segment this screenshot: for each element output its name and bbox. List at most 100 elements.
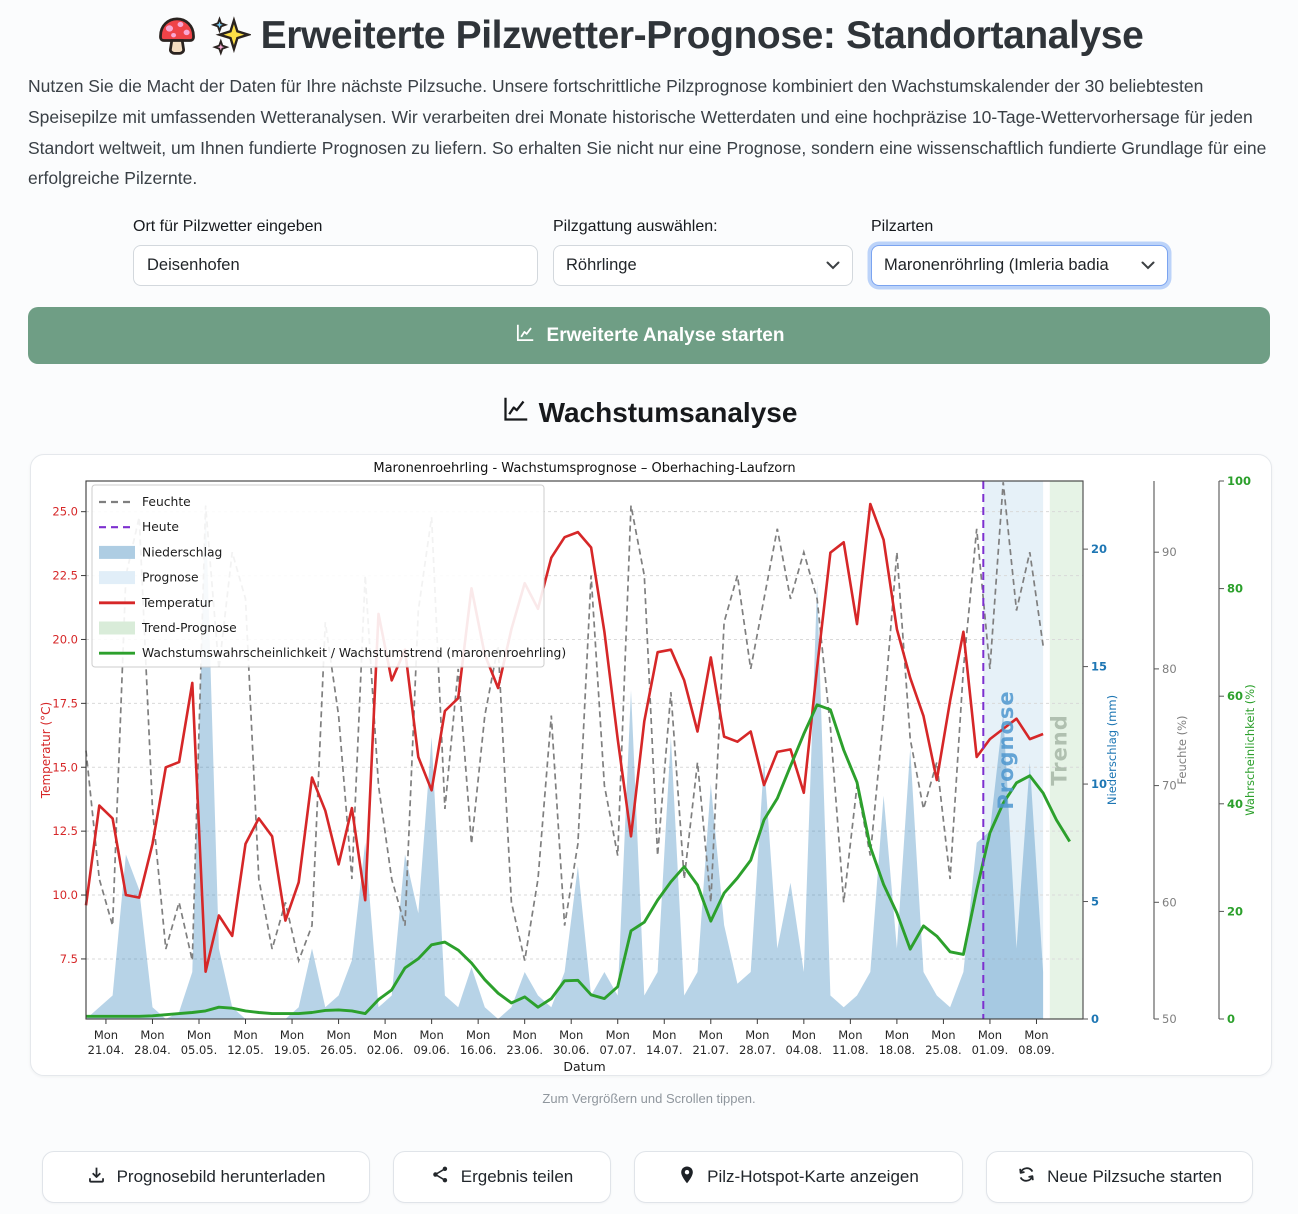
svg-text:18.08.: 18.08. <box>879 1043 916 1057</box>
svg-text:Mon: Mon <box>559 1028 583 1042</box>
svg-text:Maronenroehrling - Wachstumspr: Maronenroehrling - Wachstumsprognose – O… <box>373 461 795 476</box>
hotspot-map-button[interactable]: Pilz-Hotspot-Karte anzeigen <box>634 1151 963 1204</box>
section-title-text: Wachstumsanalyse <box>538 396 798 428</box>
svg-text:01.09.: 01.09. <box>972 1043 1009 1057</box>
svg-text:08.09.: 08.09. <box>1018 1043 1055 1057</box>
svg-text:09.06.: 09.06. <box>413 1043 450 1057</box>
mushroom-icon <box>155 14 199 58</box>
svg-text:Mon: Mon <box>373 1028 397 1042</box>
svg-text:Mon: Mon <box>978 1028 1002 1042</box>
search-form: Ort für Pilzwetter eingeben Pilzgattung … <box>133 218 1298 287</box>
analyze-button-label: Erweiterte Analyse starten <box>546 324 785 346</box>
svg-text:5: 5 <box>1091 895 1099 909</box>
svg-text:12.05.: 12.05. <box>227 1043 264 1057</box>
svg-text:25.08.: 25.08. <box>925 1043 962 1057</box>
svg-text:Mon: Mon <box>885 1028 909 1042</box>
species-field: Pilzarten Maronenröhrling (Imleria badia <box>871 218 1168 287</box>
svg-text:Mon: Mon <box>745 1028 769 1042</box>
svg-text:Niederschlag (mm): Niederschlag (mm) <box>1105 695 1119 805</box>
svg-text:Temperatur: Temperatur <box>141 596 214 610</box>
svg-text:Feuchte: Feuchte <box>142 495 191 509</box>
svg-text:Feuchte (%): Feuchte (%) <box>1175 716 1189 785</box>
svg-text:Mon: Mon <box>513 1028 537 1042</box>
svg-text:21.04.: 21.04. <box>88 1043 125 1057</box>
svg-text:40: 40 <box>1227 797 1243 811</box>
svg-text:04.08.: 04.08. <box>786 1043 823 1057</box>
location-label: Ort für Pilzwetter eingeben <box>133 218 323 236</box>
species-select[interactable]: Maronenröhrling (Imleria badia <box>871 245 1168 287</box>
svg-text:Mon: Mon <box>838 1028 862 1042</box>
svg-text:20: 20 <box>1091 542 1107 556</box>
svg-text:28.04.: 28.04. <box>134 1043 171 1057</box>
svg-text:20: 20 <box>1227 905 1243 919</box>
location-input[interactable] <box>133 245 538 287</box>
svg-text:Mon: Mon <box>931 1028 955 1042</box>
share-icon <box>431 1165 450 1189</box>
page: Erweiterte Pilzwetter-Prognose: Standort… <box>0 14 1298 1204</box>
svg-text:Wahrscheinlichkeit (%): Wahrscheinlichkeit (%) <box>1243 684 1257 815</box>
svg-text:26.05.: 26.05. <box>320 1043 357 1057</box>
svg-text:20.0: 20.0 <box>52 633 78 647</box>
species-label: Pilzarten <box>871 218 934 236</box>
svg-text:Datum: Datum <box>563 1059 605 1074</box>
svg-text:Mon: Mon <box>792 1028 816 1042</box>
svg-text:12.5: 12.5 <box>52 824 78 838</box>
refresh-icon <box>1017 1165 1036 1189</box>
svg-text:10: 10 <box>1091 777 1107 791</box>
svg-text:Mon: Mon <box>466 1028 490 1042</box>
genus-label: Pilzgattung auswählen: <box>553 218 718 236</box>
svg-text:70: 70 <box>1162 779 1177 793</box>
analyze-button[interactable]: Erweiterte Analyse starten <box>28 307 1270 365</box>
growth-chart[interactable]: 7.5 10.0 12.5 15.0 17.5 20.0 22.5 25.0 Temperatu… <box>30 454 1272 1077</box>
svg-text:Mon: Mon <box>326 1028 350 1042</box>
chart-line-icon <box>501 394 531 431</box>
svg-text:7.5: 7.5 <box>60 952 78 966</box>
svg-text:07.07.: 07.07. <box>599 1043 636 1057</box>
svg-text:Mon: Mon <box>187 1028 211 1042</box>
svg-text:Mon: Mon <box>606 1028 630 1042</box>
svg-text:Mon: Mon <box>420 1028 444 1042</box>
genus-select-value: Röhrlinge <box>566 256 637 275</box>
share-result-button[interactable]: Ergebnis teilen <box>393 1151 611 1204</box>
chevron-down-icon <box>826 256 840 275</box>
new-search-button[interactable]: Neue Pilzsuche starten <box>986 1151 1253 1204</box>
map-button-label: Pilz-Hotspot-Karte anzeigen <box>707 1167 919 1187</box>
svg-text:05.05.: 05.05. <box>181 1043 218 1057</box>
svg-text:0: 0 <box>1091 1012 1099 1026</box>
intro-text: Nutzen Sie die Macht der Daten für Ihre … <box>28 76 1267 189</box>
svg-text:90: 90 <box>1162 545 1177 559</box>
page-title-text: Erweiterte Pilzwetter-Prognose: Standort… <box>260 14 1144 57</box>
svg-text:Prognose: Prognose <box>994 691 1018 810</box>
svg-text:0: 0 <box>1227 1012 1235 1026</box>
svg-text:50: 50 <box>1162 1012 1177 1026</box>
download-forecast-button[interactable]: Prognosebild herunterladen <box>42 1151 370 1204</box>
svg-text:16.06.: 16.06. <box>460 1043 497 1057</box>
chevron-down-icon <box>1141 256 1155 275</box>
page-title: Erweiterte Pilzwetter-Prognose: Standort… <box>0 14 1298 58</box>
chart-line-icon <box>514 322 536 350</box>
svg-text:15.0: 15.0 <box>52 760 78 774</box>
svg-text:Trend-Prognose: Trend-Prognose <box>141 621 237 635</box>
svg-text:60: 60 <box>1162 895 1177 909</box>
svg-text:Mon: Mon <box>140 1028 164 1042</box>
svg-text:15: 15 <box>1091 660 1107 674</box>
svg-text:60: 60 <box>1227 689 1243 703</box>
download-button-label: Prognosebild herunterladen <box>116 1167 326 1187</box>
svg-text:17.5: 17.5 <box>52 697 78 711</box>
svg-text:Temperatur (°C): Temperatur (°C) <box>39 702 53 799</box>
svg-text:80: 80 <box>1162 662 1177 676</box>
new-search-button-label: Neue Pilzsuche starten <box>1047 1167 1222 1187</box>
svg-text:Mon: Mon <box>233 1028 257 1042</box>
map-pin-icon <box>678 1165 696 1190</box>
svg-text:Mon: Mon <box>1024 1028 1048 1042</box>
location-field: Ort für Pilzwetter eingeben <box>133 218 538 287</box>
svg-text:23.06.: 23.06. <box>506 1043 543 1057</box>
svg-text:Mon: Mon <box>652 1028 676 1042</box>
svg-text:100: 100 <box>1227 474 1251 488</box>
species-select-value: Maronenröhrling (Imleria badia <box>884 256 1109 275</box>
svg-text:25.0: 25.0 <box>52 505 78 519</box>
genus-select[interactable]: Röhrlinge <box>553 245 853 287</box>
svg-text:Niederschlag: Niederschlag <box>142 546 222 560</box>
sparkles-icon <box>209 15 251 57</box>
chart-svg: 7.5 10.0 12.5 15.0 17.5 20.0 22.5 25.0 Temperatu… <box>39 461 1257 1074</box>
